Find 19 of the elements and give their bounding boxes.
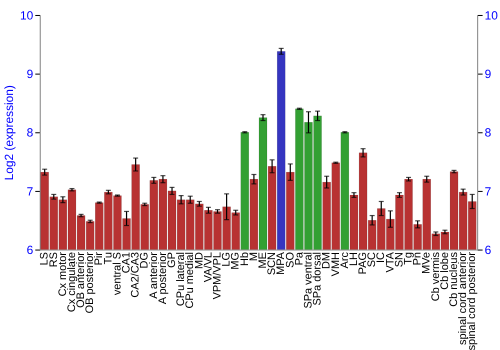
y2-tick-label: 10 (484, 8, 498, 22)
y2-tick-label: 8 (484, 126, 492, 140)
x-tick-label: Tg (402, 252, 415, 265)
y-tick-label: 7 (26, 184, 34, 198)
x-tick-label: CPu medial (184, 252, 196, 309)
x-tick-label: IC (375, 252, 388, 263)
x-tick-label: Cb lobe (438, 252, 451, 290)
y-tick-label: 8 (26, 126, 34, 140)
y-tick-label: 10 (20, 8, 34, 22)
x-tick-label: RS (48, 252, 60, 268)
y-axis-title: Log2 (expression) (2, 85, 16, 180)
y2-tick-label: 9 (484, 67, 492, 82)
y2-tick-label: 6 (484, 243, 492, 258)
x-tick-label: SN (393, 252, 406, 268)
y-tick-label: 6 (26, 243, 34, 258)
y-tick-label: 9 (26, 67, 34, 82)
y2-tick-label: 7 (484, 184, 492, 198)
x-tick-label: MVe (420, 252, 433, 274)
x-tick-label: spinal cord posterior (466, 252, 478, 350)
